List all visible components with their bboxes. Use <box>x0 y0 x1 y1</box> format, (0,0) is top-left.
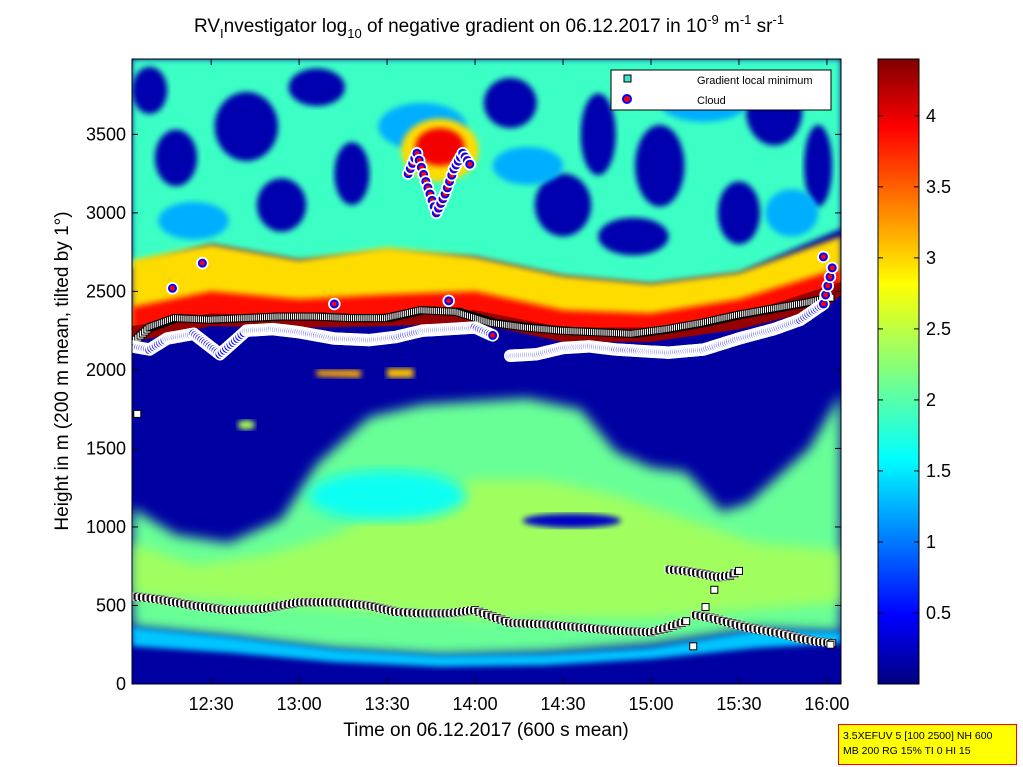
y-tick-label: 1000 <box>86 517 126 537</box>
x-tick-label: 15:30 <box>716 694 761 714</box>
cloud-marker <box>465 159 475 169</box>
chart-title: RVInvestigator log10 of negative gradien… <box>194 12 784 41</box>
orange-streak <box>387 368 414 378</box>
field-clear-patch <box>534 173 592 237</box>
surface-layer-strip <box>132 627 841 667</box>
field-clear-patch <box>334 142 370 206</box>
colorbar-tick-label: 3.5 <box>926 177 951 197</box>
y-tick-label: 3500 <box>86 124 126 144</box>
field-clear-patch <box>288 68 345 107</box>
field-clear-patch <box>580 93 616 176</box>
x-tick-label: 16:00 <box>804 694 849 714</box>
legend-marker-cloud <box>622 94 632 104</box>
field-clear-patch <box>635 124 685 207</box>
y-tick-label: 0 <box>116 674 126 694</box>
field-clear-patch <box>598 217 669 256</box>
y-tick-label: 3000 <box>86 203 126 223</box>
field-clear-patch <box>804 124 833 207</box>
cloud-marker <box>818 299 828 309</box>
y-tick-label: 500 <box>96 595 126 615</box>
small-patch <box>237 420 256 430</box>
colorbar-ticks: 0.5 1 1.5 2 2.5 3 3.5 4 <box>878 106 951 623</box>
plot-frame <box>131 58 842 685</box>
y-tick-label: 2000 <box>86 360 126 380</box>
field-clear-patch <box>154 129 198 187</box>
cloud-marker <box>827 263 837 273</box>
colorbar-tick-label: 2.5 <box>926 319 951 339</box>
x-axis: 12:30 13:00 13:30 14:00 14:30 15:00 15:30 16:00 <box>189 59 849 714</box>
boundary-layer-cyan-patch <box>307 470 467 521</box>
colorbar-tick-label: 2 <box>926 390 936 410</box>
colorbar-gradient <box>877 58 920 685</box>
colorbar-tick-label: 0.5 <box>926 603 951 623</box>
legend-marker-gradient-minimum <box>623 74 632 83</box>
cloud-marker <box>488 330 498 340</box>
colorbar-tick-label: 4 <box>926 106 936 126</box>
cloud-marker <box>197 258 207 268</box>
legend: Gradient local minimum Cloud <box>610 69 832 111</box>
legend-box <box>610 69 832 111</box>
marker-layer <box>132 146 839 651</box>
colorbar-tick-label: 1.5 <box>926 461 951 481</box>
y-tick-label: 2500 <box>86 281 126 301</box>
x-tick-label: 13:30 <box>365 694 410 714</box>
heatmap-field <box>132 59 841 684</box>
parameter-info-box: 3.5XEFUV 5 [100 2500] NH 600 MB 200 RG 1… <box>838 724 1017 765</box>
info-line-1: 3.5XEFUV 5 [100 2500] NH 600 <box>843 730 993 742</box>
x-tick-label: 14:30 <box>541 694 586 714</box>
cloud-marker <box>167 283 177 293</box>
field-clear-patch <box>483 77 537 129</box>
gradient-minimum-marker <box>734 566 743 575</box>
colorbar-tick-label: 3 <box>926 248 936 268</box>
gradient-minimum-marker <box>682 617 691 626</box>
gradient-minimum-marker <box>701 603 710 612</box>
gradient-minimum-marker <box>826 640 835 649</box>
cloud-marker <box>444 296 454 306</box>
x-tick-label: 12:30 <box>189 694 234 714</box>
gradient-minimum-marker <box>689 642 698 651</box>
cloud-marker <box>821 290 831 300</box>
y-axis: 0 500 1000 1500 2000 2500 3000 3500 <box>86 124 841 694</box>
field-clear-patch <box>132 66 168 114</box>
cloud-marker <box>825 272 835 282</box>
colorbar-tick-label: 1 <box>926 532 936 552</box>
colorbar: 0.5 1 1.5 2 2.5 3 3.5 4 <box>877 58 951 685</box>
gradient-minimum-marker <box>710 585 719 594</box>
x-axis-label: Time on 06.12.2017 (600 s mean) <box>343 720 629 741</box>
x-tick-label: 14:00 <box>453 694 498 714</box>
info-line-2: MB 200 RG 15% TI 0 HI 15 <box>843 745 971 757</box>
field-clear-patch <box>214 91 279 162</box>
y-axis-label: Height in m (200 m mean, tilted by 1°) <box>52 211 73 530</box>
field-clear-patch <box>256 178 307 232</box>
cloud-marker <box>818 252 828 262</box>
boundary-layer-core <box>132 479 841 618</box>
boundary-layer-gap <box>522 513 622 528</box>
y-tick-label: 1500 <box>86 438 126 458</box>
upper-cloud-core <box>415 128 465 166</box>
field-cyan-patch <box>158 201 229 240</box>
x-tick-label: 15:00 <box>628 694 673 714</box>
cloud-marker <box>823 281 833 291</box>
orange-streak <box>316 369 361 378</box>
legend-label-cloud: Cloud <box>697 95 726 107</box>
field-cyan-patch <box>765 189 819 237</box>
field-cyan-patch <box>492 146 564 185</box>
field-clear-patch <box>717 181 761 245</box>
legend-label-gradient-minimum: Gradient local minimum <box>697 75 813 87</box>
gradient-minimum-marker <box>133 409 142 418</box>
cloud-marker <box>329 299 339 309</box>
x-tick-label: 13:00 <box>277 694 322 714</box>
